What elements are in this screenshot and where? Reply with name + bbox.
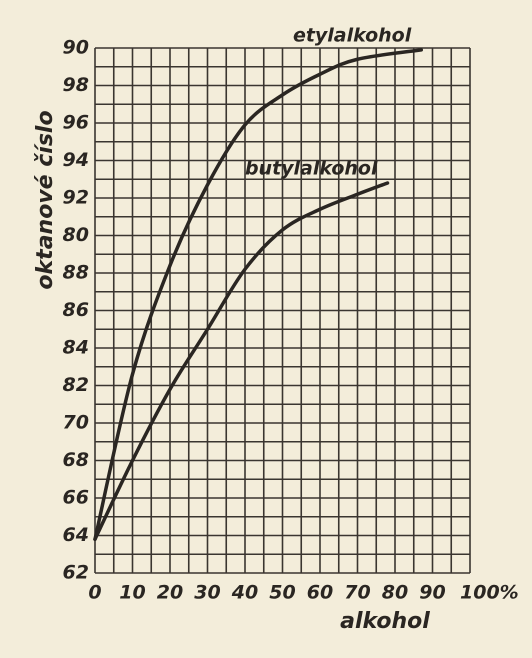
x-tick-label: 90 [419, 582, 445, 604]
x-axis-title: alkohol [340, 609, 430, 634]
y-axis-title: oktanové číslo [33, 110, 58, 289]
series-label: etylalkohol [293, 24, 412, 46]
x-tick-label: 100% [460, 582, 519, 604]
y-tick-label: 90 [63, 37, 89, 59]
y-tick-label: 92 [63, 187, 89, 209]
x-tick-label: 20 [157, 582, 183, 604]
x-tick-label: 10 [119, 582, 145, 604]
y-tick-label: 82 [63, 374, 89, 396]
y-tick-label: 70 [63, 412, 89, 434]
x-tick-label: 50 [269, 582, 295, 604]
y-tick-label: 68 [63, 449, 89, 471]
x-tick-label: 0 [88, 582, 101, 604]
y-tick-label: 98 [63, 74, 89, 96]
y-tick-label: 64 [63, 524, 89, 546]
x-tick-label: 60 [307, 582, 333, 604]
line [93, 181, 390, 541]
x-tick-label: 30 [194, 582, 220, 604]
y-tick-label: 96 [63, 112, 89, 134]
x-tick-label: 40 [231, 582, 258, 604]
y-tick-label: 86 [63, 299, 89, 321]
x-tick-label: 80 [382, 582, 408, 604]
y-tick-label: 66 [63, 487, 89, 509]
line [93, 48, 423, 541]
y-tick-label: 80 [63, 224, 89, 246]
x-tick-label: 70 [344, 582, 370, 604]
series-label: butylalkohol [245, 158, 378, 180]
y-tick-label: 84 [63, 337, 89, 359]
y-tick-label: 88 [63, 262, 89, 284]
y-tick-label: 94 [63, 149, 89, 171]
y-tick-label: 62 [63, 562, 89, 584]
